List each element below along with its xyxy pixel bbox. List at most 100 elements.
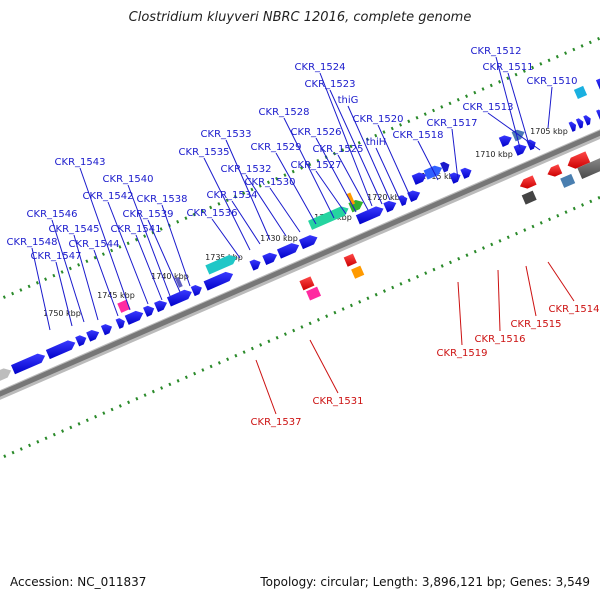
- tick-mark: [423, 112, 427, 116]
- tick-mark: [556, 213, 560, 218]
- tick-mark: [358, 300, 362, 304]
- tick-mark: [226, 357, 230, 362]
- label-leader: [315, 137, 357, 213]
- gene-label: CKR_1517: [427, 118, 478, 129]
- tick-mark: [415, 274, 419, 279]
- tick-mark: [217, 361, 221, 365]
- gene-label: CKR_1547: [31, 251, 82, 262]
- tick-mark: [160, 386, 164, 390]
- label-leader: [547, 86, 553, 129]
- tick-mark: [11, 450, 15, 455]
- label-leader: [375, 147, 401, 201]
- tick-mark: [374, 133, 378, 138]
- gene-feature: [383, 200, 397, 213]
- tick-mark: [564, 210, 568, 214]
- tick-mark: [440, 264, 444, 268]
- tick-mark: [440, 105, 444, 109]
- gene-label: CKR_1534: [207, 190, 258, 201]
- gene-label: CKR_1510: [527, 76, 578, 87]
- gene-feature: [154, 300, 168, 313]
- gene-label: CKR_1516: [475, 334, 526, 345]
- gene-label: thiG: [338, 95, 359, 106]
- label-leader: [225, 139, 271, 241]
- tick-mark: [432, 108, 436, 113]
- tick-mark: [548, 217, 552, 222]
- tick-mark: [266, 180, 270, 185]
- gene-label: CKR_1524: [295, 62, 346, 73]
- gene-feature: [86, 330, 100, 342]
- tick-mark: [52, 273, 56, 278]
- tick-mark: [242, 191, 246, 195]
- tick-mark: [258, 184, 262, 188]
- tick-mark: [110, 248, 114, 253]
- label-leader: [147, 219, 181, 293]
- tick-mark: [465, 94, 469, 98]
- gene-label: thiH: [366, 137, 387, 148]
- label-leader: [315, 170, 347, 215]
- tick-mark: [143, 234, 147, 238]
- gene-feature: [547, 164, 563, 177]
- tick-mark: [589, 199, 593, 204]
- label-leader: [507, 72, 531, 149]
- tick-mark: [597, 36, 600, 41]
- gene-feature: [513, 144, 527, 156]
- gene-feature: [0, 368, 12, 381]
- tick-mark: [407, 119, 411, 124]
- tick-mark: [233, 194, 237, 199]
- label-leader: [245, 174, 287, 237]
- tick-mark: [357, 141, 361, 145]
- gene-feature: [262, 252, 278, 266]
- tick-mark: [2, 295, 6, 299]
- tick-mark: [564, 51, 568, 55]
- tick-mark: [242, 350, 246, 354]
- gene-label: CKR_1514: [549, 304, 600, 315]
- tick-mark: [127, 400, 131, 405]
- gene-feature: [343, 253, 357, 267]
- tick-mark: [192, 212, 196, 217]
- tick-mark: [176, 379, 180, 383]
- tick-mark: [275, 176, 279, 181]
- label-leader: [417, 140, 439, 181]
- gene-feature: [100, 324, 113, 336]
- tick-mark: [316, 318, 320, 322]
- tick-mark: [292, 328, 296, 333]
- tick-mark: [316, 159, 320, 163]
- gene-label: CKR_1546: [27, 209, 78, 220]
- gene-feature: [460, 167, 472, 179]
- tick-mark: [234, 353, 238, 358]
- gene-label: CKR_1545: [49, 224, 100, 235]
- tick-mark: [457, 257, 461, 261]
- gene-feature: [560, 173, 576, 188]
- tick-mark: [209, 205, 213, 210]
- label-leader: [547, 261, 575, 302]
- tick-mark: [52, 432, 56, 437]
- gene-labels: CKR_1510 CKR_1511 CKR_1512 CKR_1513 CKR_1517…: [7, 46, 600, 428]
- tick-mark: [514, 72, 518, 77]
- tick-mark: [382, 130, 386, 134]
- tick-mark: [200, 209, 204, 213]
- tick-mark: [498, 80, 502, 84]
- gene-feature: [166, 289, 192, 307]
- label-leader: [31, 247, 51, 331]
- tick-mark: [209, 364, 213, 369]
- gene-feature: [115, 318, 125, 329]
- tick-mark: [217, 202, 221, 206]
- tick-mark: [506, 235, 510, 240]
- gene-feature: [308, 206, 349, 230]
- tick-mark: [523, 228, 527, 232]
- tick-mark: [473, 249, 477, 254]
- tick-mark: [341, 148, 345, 152]
- tick-mark: [283, 173, 287, 177]
- tick-mark: [259, 343, 263, 347]
- tick-mark: [93, 255, 97, 260]
- gene-feature: [143, 305, 155, 317]
- label-leader: [161, 204, 191, 287]
- gene-feature: [298, 235, 318, 250]
- gene-label: CKR_1527: [291, 160, 342, 171]
- kbp-tick-label: 1705 kbp: [530, 127, 568, 136]
- tick-mark: [143, 393, 147, 397]
- gene-label: CKR_1548: [7, 237, 58, 248]
- tick-mark: [456, 97, 460, 102]
- gene-feature: [567, 151, 591, 169]
